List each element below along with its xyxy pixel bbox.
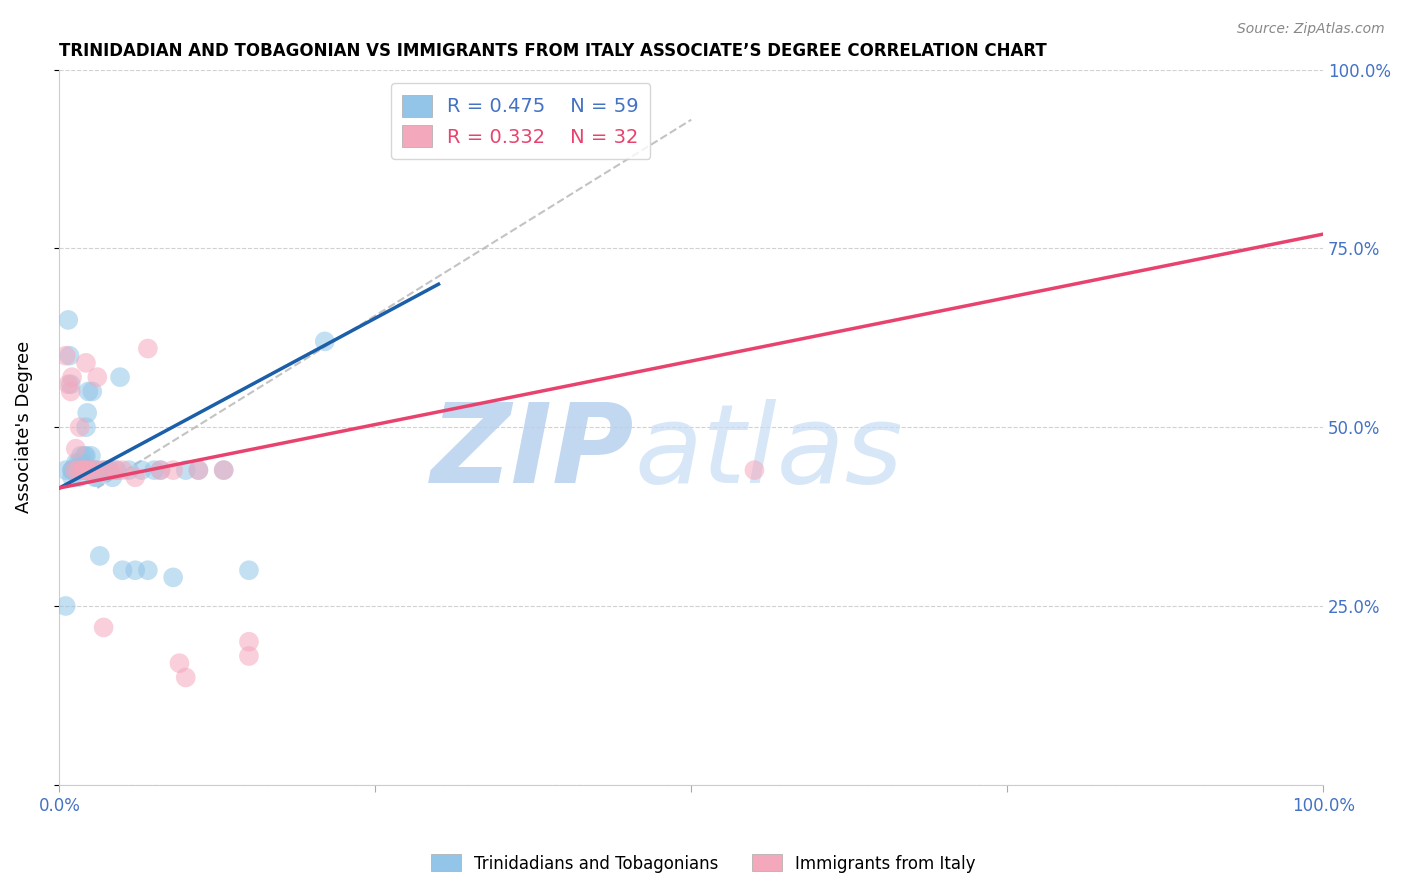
Point (59, 384, 82, 399)
Point (65, 456, 87, 470)
Point (174, 671, 197, 685)
Point (212, 463, 235, 477)
Point (162, 463, 184, 477)
Point (60, 463, 83, 477)
Point (77, 463, 100, 477)
Point (60, 470, 83, 484)
Legend: Trinidadians and Tobagonians, Immigrants from Italy: Trinidadians and Tobagonians, Immigrants… (423, 847, 983, 880)
Point (73, 463, 96, 477)
Point (58, 349, 80, 363)
Point (70, 456, 93, 470)
Point (162, 570, 184, 584)
Point (69, 463, 91, 477)
Point (79, 463, 101, 477)
Point (70, 449, 93, 463)
Point (149, 463, 172, 477)
Text: TRINIDADIAN AND TOBAGONIAN VS IMMIGRANTS FROM ITALY ASSOCIATE’S DEGREE CORRELATI: TRINIDADIAN AND TOBAGONIAN VS IMMIGRANTS… (59, 42, 1047, 60)
Point (70, 463, 93, 477)
Point (187, 463, 209, 477)
Point (118, 463, 141, 477)
Legend: R = 0.475    N = 59, R = 0.332    N = 32: R = 0.475 N = 59, R = 0.332 N = 32 (391, 83, 651, 159)
Point (63, 463, 86, 477)
Point (72, 463, 94, 477)
Point (314, 334, 336, 349)
Point (72, 463, 94, 477)
Text: ZIP: ZIP (430, 399, 634, 506)
Point (55, 599, 77, 613)
Point (238, 634, 260, 648)
Point (80, 463, 103, 477)
Point (238, 563, 260, 577)
Point (83, 470, 105, 484)
Point (66, 463, 89, 477)
Point (136, 563, 159, 577)
Point (67, 456, 90, 470)
Point (98, 463, 121, 477)
Point (67, 463, 90, 477)
Point (744, 463, 766, 477)
Point (89, 549, 111, 563)
Point (136, 342, 159, 356)
Point (76, 463, 98, 477)
Point (65, 442, 87, 456)
Point (124, 563, 146, 577)
Point (60, 370, 83, 384)
Point (59, 377, 82, 392)
Point (73, 449, 96, 463)
Point (83, 463, 105, 477)
Point (212, 463, 235, 477)
Point (70, 463, 93, 477)
Point (76, 463, 98, 477)
Point (96, 463, 118, 477)
Point (86, 370, 108, 384)
Point (55, 349, 77, 363)
Point (80, 449, 103, 463)
Point (86, 470, 108, 484)
Point (67, 463, 90, 477)
Point (111, 463, 134, 477)
Point (187, 463, 209, 477)
Point (131, 463, 153, 477)
Point (93, 463, 115, 477)
Text: atlas: atlas (634, 399, 903, 506)
Point (105, 463, 128, 477)
Point (55, 463, 77, 477)
Point (65, 463, 87, 477)
Point (93, 620, 115, 634)
Point (75, 356, 97, 370)
Point (111, 563, 134, 577)
Y-axis label: Associate's Degree: Associate's Degree (15, 341, 32, 513)
Point (67, 470, 90, 484)
Point (93, 463, 115, 477)
Point (124, 470, 146, 484)
Point (149, 463, 172, 477)
Point (80, 463, 103, 477)
Point (69, 420, 91, 434)
Point (238, 648, 260, 663)
Point (62, 463, 84, 477)
Point (72, 463, 94, 477)
Point (105, 463, 128, 477)
Point (75, 420, 97, 434)
Point (76, 406, 98, 420)
Point (73, 463, 96, 477)
Point (174, 463, 197, 477)
Point (98, 463, 121, 477)
Text: Source: ZipAtlas.com: Source: ZipAtlas.com (1237, 22, 1385, 37)
Point (75, 449, 97, 463)
Point (86, 463, 108, 477)
Point (77, 384, 100, 399)
Point (143, 463, 166, 477)
Point (58, 313, 80, 327)
Point (60, 463, 83, 477)
Point (108, 370, 131, 384)
Point (70, 463, 93, 477)
Point (82, 384, 104, 399)
Point (58, 377, 80, 392)
Point (101, 470, 124, 484)
Point (169, 656, 191, 670)
Point (83, 463, 105, 477)
Point (63, 463, 86, 477)
